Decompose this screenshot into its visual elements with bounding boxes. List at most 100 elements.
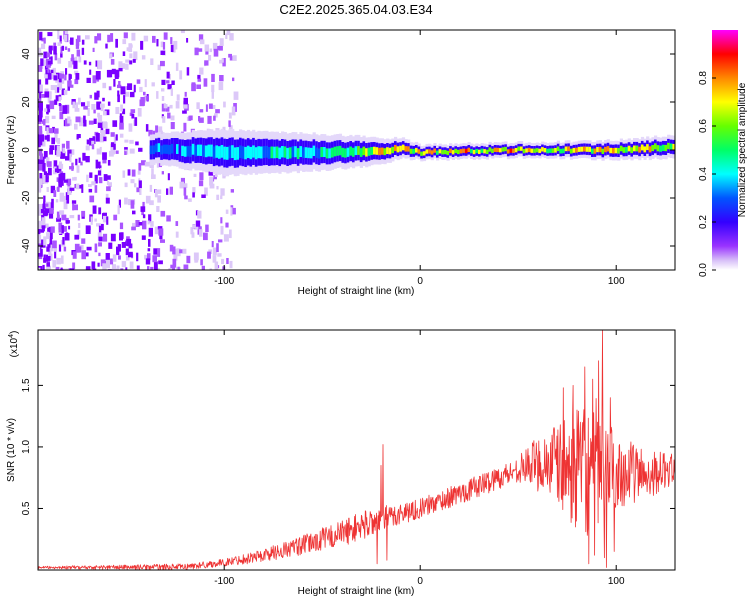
band-core <box>191 143 195 155</box>
noise-mark <box>38 138 41 147</box>
noise-mark <box>102 215 108 223</box>
band-core <box>194 145 198 157</box>
noise-mark <box>55 138 61 143</box>
noise-mark <box>197 74 201 80</box>
noise-mark <box>49 236 52 244</box>
snr-y-axis-label: SNR (10 * v/v) <box>6 418 17 482</box>
noise-mark <box>124 91 129 97</box>
noise-mark <box>95 133 100 142</box>
noise-mark <box>66 195 70 204</box>
x-tick-label: 0 <box>417 276 423 287</box>
band-core <box>475 148 479 154</box>
noise-mark <box>229 260 233 269</box>
noise-mark <box>230 207 233 216</box>
noise-mark <box>46 187 49 192</box>
band-core <box>648 146 652 153</box>
band-core <box>630 147 634 154</box>
noise-mark <box>48 167 52 176</box>
noise-mark <box>62 226 67 232</box>
noise-mark <box>232 55 237 61</box>
noise-mark <box>51 115 56 119</box>
noise-mark <box>121 261 127 268</box>
band-core <box>252 145 256 158</box>
band-core <box>162 144 167 154</box>
noise-mark <box>61 45 64 51</box>
noise-mark <box>217 46 222 51</box>
noise-mark <box>97 115 103 123</box>
noise-mark <box>67 48 71 52</box>
noise-mark <box>58 222 63 230</box>
band-core <box>281 146 285 158</box>
noise-mark <box>88 120 94 125</box>
noise-mark <box>131 169 136 177</box>
y-tick-label: -20 <box>21 190 32 205</box>
noise-mark <box>105 197 110 204</box>
noise-mark <box>52 169 57 175</box>
noise-mark <box>158 260 163 265</box>
band-core <box>512 148 516 153</box>
noise-mark <box>85 145 90 151</box>
noise-mark <box>49 210 54 219</box>
band-core <box>291 146 295 158</box>
noise-mark <box>135 220 140 227</box>
noise-mark <box>144 254 147 260</box>
noise-mark <box>230 189 234 193</box>
noise-mark <box>58 244 62 252</box>
noise-mark <box>56 257 61 265</box>
noise-mark <box>152 255 157 263</box>
noise-mark <box>72 262 76 270</box>
noise-mark <box>81 210 86 217</box>
noise-mark <box>61 88 65 96</box>
noise-mark <box>103 136 107 142</box>
noise-mark <box>120 268 124 270</box>
noise-mark <box>207 251 211 259</box>
noise-mark <box>73 204 78 211</box>
noise-mark <box>103 174 108 181</box>
band-core <box>546 148 550 154</box>
noise-mark <box>136 265 140 270</box>
noise-mark <box>140 40 144 50</box>
noise-mark <box>125 59 130 63</box>
noise-mark <box>108 242 113 249</box>
noise-mark <box>83 115 86 123</box>
noise-mark <box>50 69 54 73</box>
band-core <box>612 148 616 154</box>
noise-mark <box>198 34 204 41</box>
band-core <box>197 144 201 156</box>
noise-mark <box>125 267 128 270</box>
band-core <box>178 145 182 156</box>
noise-mark <box>153 248 158 255</box>
band-core <box>220 145 224 158</box>
snr-x-ticks: -100 0 100 <box>214 330 625 587</box>
noise-mark <box>81 47 85 55</box>
noise-mark <box>170 44 174 52</box>
noise-mark <box>204 187 208 196</box>
noise-mark <box>39 31 43 41</box>
snr-frame <box>37 329 676 571</box>
noise-mark <box>45 115 50 124</box>
noise-mark <box>138 222 143 226</box>
band-core <box>488 147 492 152</box>
noise-mark <box>43 151 48 159</box>
band-core <box>593 148 597 154</box>
noise-mark <box>81 102 86 107</box>
noise-mark <box>100 105 104 112</box>
noise-mark <box>109 150 114 157</box>
noise-mark <box>88 188 93 193</box>
noise-mark <box>141 55 146 60</box>
noise-mark <box>47 60 52 65</box>
noise-mark <box>117 90 120 97</box>
x-tick-label: -100 <box>214 276 234 287</box>
band-core <box>443 149 448 155</box>
noise-mark <box>64 30 69 36</box>
noise-mark <box>46 262 50 267</box>
band-core <box>336 146 340 156</box>
noise-mark <box>74 79 79 85</box>
noise-mark <box>53 160 58 169</box>
noise-mark <box>219 38 224 46</box>
noise-mark <box>41 224 46 229</box>
noise-mark <box>94 174 98 184</box>
colorbar: 0.0 0.2 0.4 0.6 0.8 Normalized spectral ampl… <box>698 30 748 277</box>
band-core <box>585 146 589 152</box>
noise-mark <box>160 210 166 217</box>
